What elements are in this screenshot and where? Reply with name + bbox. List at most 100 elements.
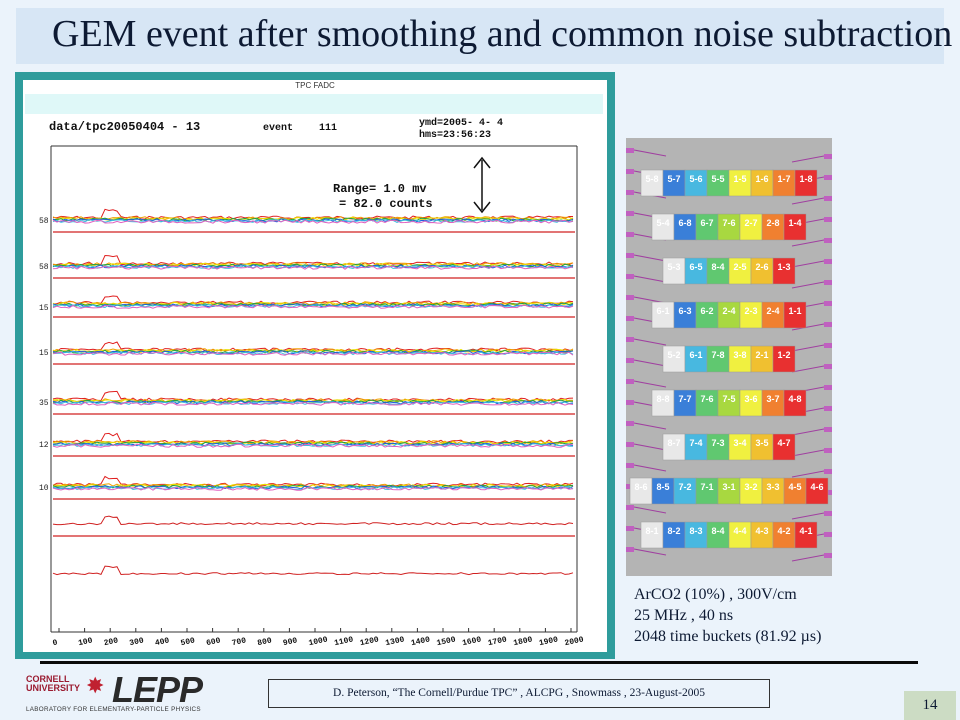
connector-pin (626, 358, 634, 363)
pad-label: 1-3 (777, 262, 790, 272)
pad-label: 6-1 (689, 350, 702, 360)
connector-pin (626, 316, 634, 321)
trace-band (52, 390, 575, 415)
pad-trace (791, 512, 825, 520)
connector-pin (824, 322, 832, 327)
trace-band (52, 208, 575, 233)
pad-trace (791, 281, 825, 289)
trace-line (52, 304, 574, 309)
trace-line (52, 348, 574, 353)
x-tick-label: 1800 (513, 635, 534, 648)
trace-line (52, 304, 574, 309)
pad-label: 8-4 (711, 262, 724, 272)
pad-label: 2-1 (755, 350, 768, 360)
pad-label: 4-8 (788, 394, 801, 404)
range-arrow (473, 156, 491, 214)
connector-pin (626, 274, 634, 279)
pad-cell (794, 521, 818, 549)
pad-label: 7-6 (700, 394, 713, 404)
pad-trace (633, 338, 667, 346)
pad-label: 8-4 (711, 526, 724, 536)
footer-citation: D. Peterson, “The Cornell/Purdue TPC” , … (333, 687, 705, 699)
pad-trace (633, 506, 667, 514)
x-tick-label: 1100 (333, 635, 354, 648)
trace-line (52, 350, 573, 355)
pad-label: 7-6 (722, 218, 735, 228)
logo-subtitle: LABORATORY FOR ELEMENTARY-PARTICLE PHYSI… (26, 706, 201, 713)
pad-trace (791, 428, 825, 436)
x-tick-label: 300 (129, 636, 145, 648)
x-tick-label: 1500 (436, 635, 457, 648)
x-tick-label: 800 (257, 636, 273, 648)
connector-pin (824, 301, 832, 306)
connector-pin (626, 211, 634, 216)
pad-trace (633, 443, 667, 451)
connector-pin (824, 511, 832, 516)
pad-layout-svg: 5-8 5-7 5-6 5-5 1-5 1-6 1-7 1-8 5-4 6-8 6-7 7-6 2-7 2… (626, 148, 832, 562)
trace-line (52, 262, 574, 267)
x-tick-label: 1700 (487, 635, 508, 648)
pad-label: 3-7 (766, 394, 779, 404)
connector-pin (824, 259, 832, 264)
channel-label: 15 (39, 304, 49, 313)
trace-line (52, 216, 574, 221)
pad-trace (633, 359, 667, 367)
pad-label: 5-2 (667, 350, 680, 360)
pad-trace (791, 197, 825, 205)
x-tick-label: 200 (103, 636, 119, 648)
pad-label: 7-8 (711, 350, 724, 360)
pad-layout-diagram: 5-8 5-7 5-6 5-5 1-5 1-6 1-7 1-8 5-4 6-8 6-7 7-6 2-7 2… (626, 138, 832, 576)
pad-trace (791, 365, 825, 373)
pad-cell (772, 257, 796, 285)
logo-university: CORNELL UNIVERSITY (26, 674, 81, 693)
connector-pin (626, 253, 634, 258)
pad-label: 4-2 (777, 526, 790, 536)
footer-divider (40, 661, 918, 664)
pad-label: 7-5 (722, 394, 735, 404)
connector-pin (824, 280, 832, 285)
pad-label: 4-4 (733, 526, 746, 536)
scope-ymd: ymd=2005- 4- 4 (419, 117, 503, 129)
trace-line (52, 351, 574, 356)
pad-trace (791, 155, 825, 163)
connector-pin (824, 238, 832, 243)
connector-pin (824, 217, 832, 222)
pad-label: 1-2 (777, 350, 790, 360)
x-tick-label: 1200 (359, 635, 380, 648)
connector-pin (626, 421, 634, 426)
lepp-logo: CORNELL UNIVERSITY ✸ LEPP LABORATORY FOR … (26, 669, 206, 715)
logo-star-icon: ✸ (86, 673, 105, 698)
pad-label: 2-3 (744, 306, 757, 316)
x-tick-label: 1000 (308, 635, 329, 648)
run-conditions: ArCO2 (10%) , 300V/cm 25 MHz , 40 ns 204… (634, 584, 821, 647)
pad-label: 8-8 (656, 394, 669, 404)
pad-label: 1-4 (788, 218, 801, 228)
channel-label: 15 (39, 349, 49, 358)
pad-label: 3-1 (722, 482, 735, 492)
pad-label: 7-2 (678, 482, 691, 492)
pad-label: 1-1 (788, 306, 801, 316)
pad-label: 4-3 (755, 526, 768, 536)
pad-label: 2-4 (722, 306, 735, 316)
connector-pin (626, 526, 634, 531)
connector-pin (626, 232, 634, 237)
pad-trace (791, 554, 825, 562)
pad-label: 6-7 (700, 218, 713, 228)
pad-label: 8-5 (656, 482, 669, 492)
pad-label: 6-2 (700, 306, 713, 316)
pad-trace (791, 239, 825, 247)
pad-label: 6-5 (689, 262, 702, 272)
pad-trace (633, 422, 667, 430)
trace-band (52, 341, 575, 365)
trace-line (52, 295, 574, 305)
title-bar (16, 8, 944, 64)
trace-line (52, 565, 574, 576)
pad-label: 3-8 (733, 350, 746, 360)
pad-label: 8-6 (634, 482, 647, 492)
pad-cell (794, 169, 818, 197)
pad-trace (791, 449, 825, 457)
logo-name: LEPP (112, 669, 203, 710)
pad-trace (633, 548, 667, 556)
connector-pin (626, 547, 634, 552)
trace-band (52, 432, 575, 457)
